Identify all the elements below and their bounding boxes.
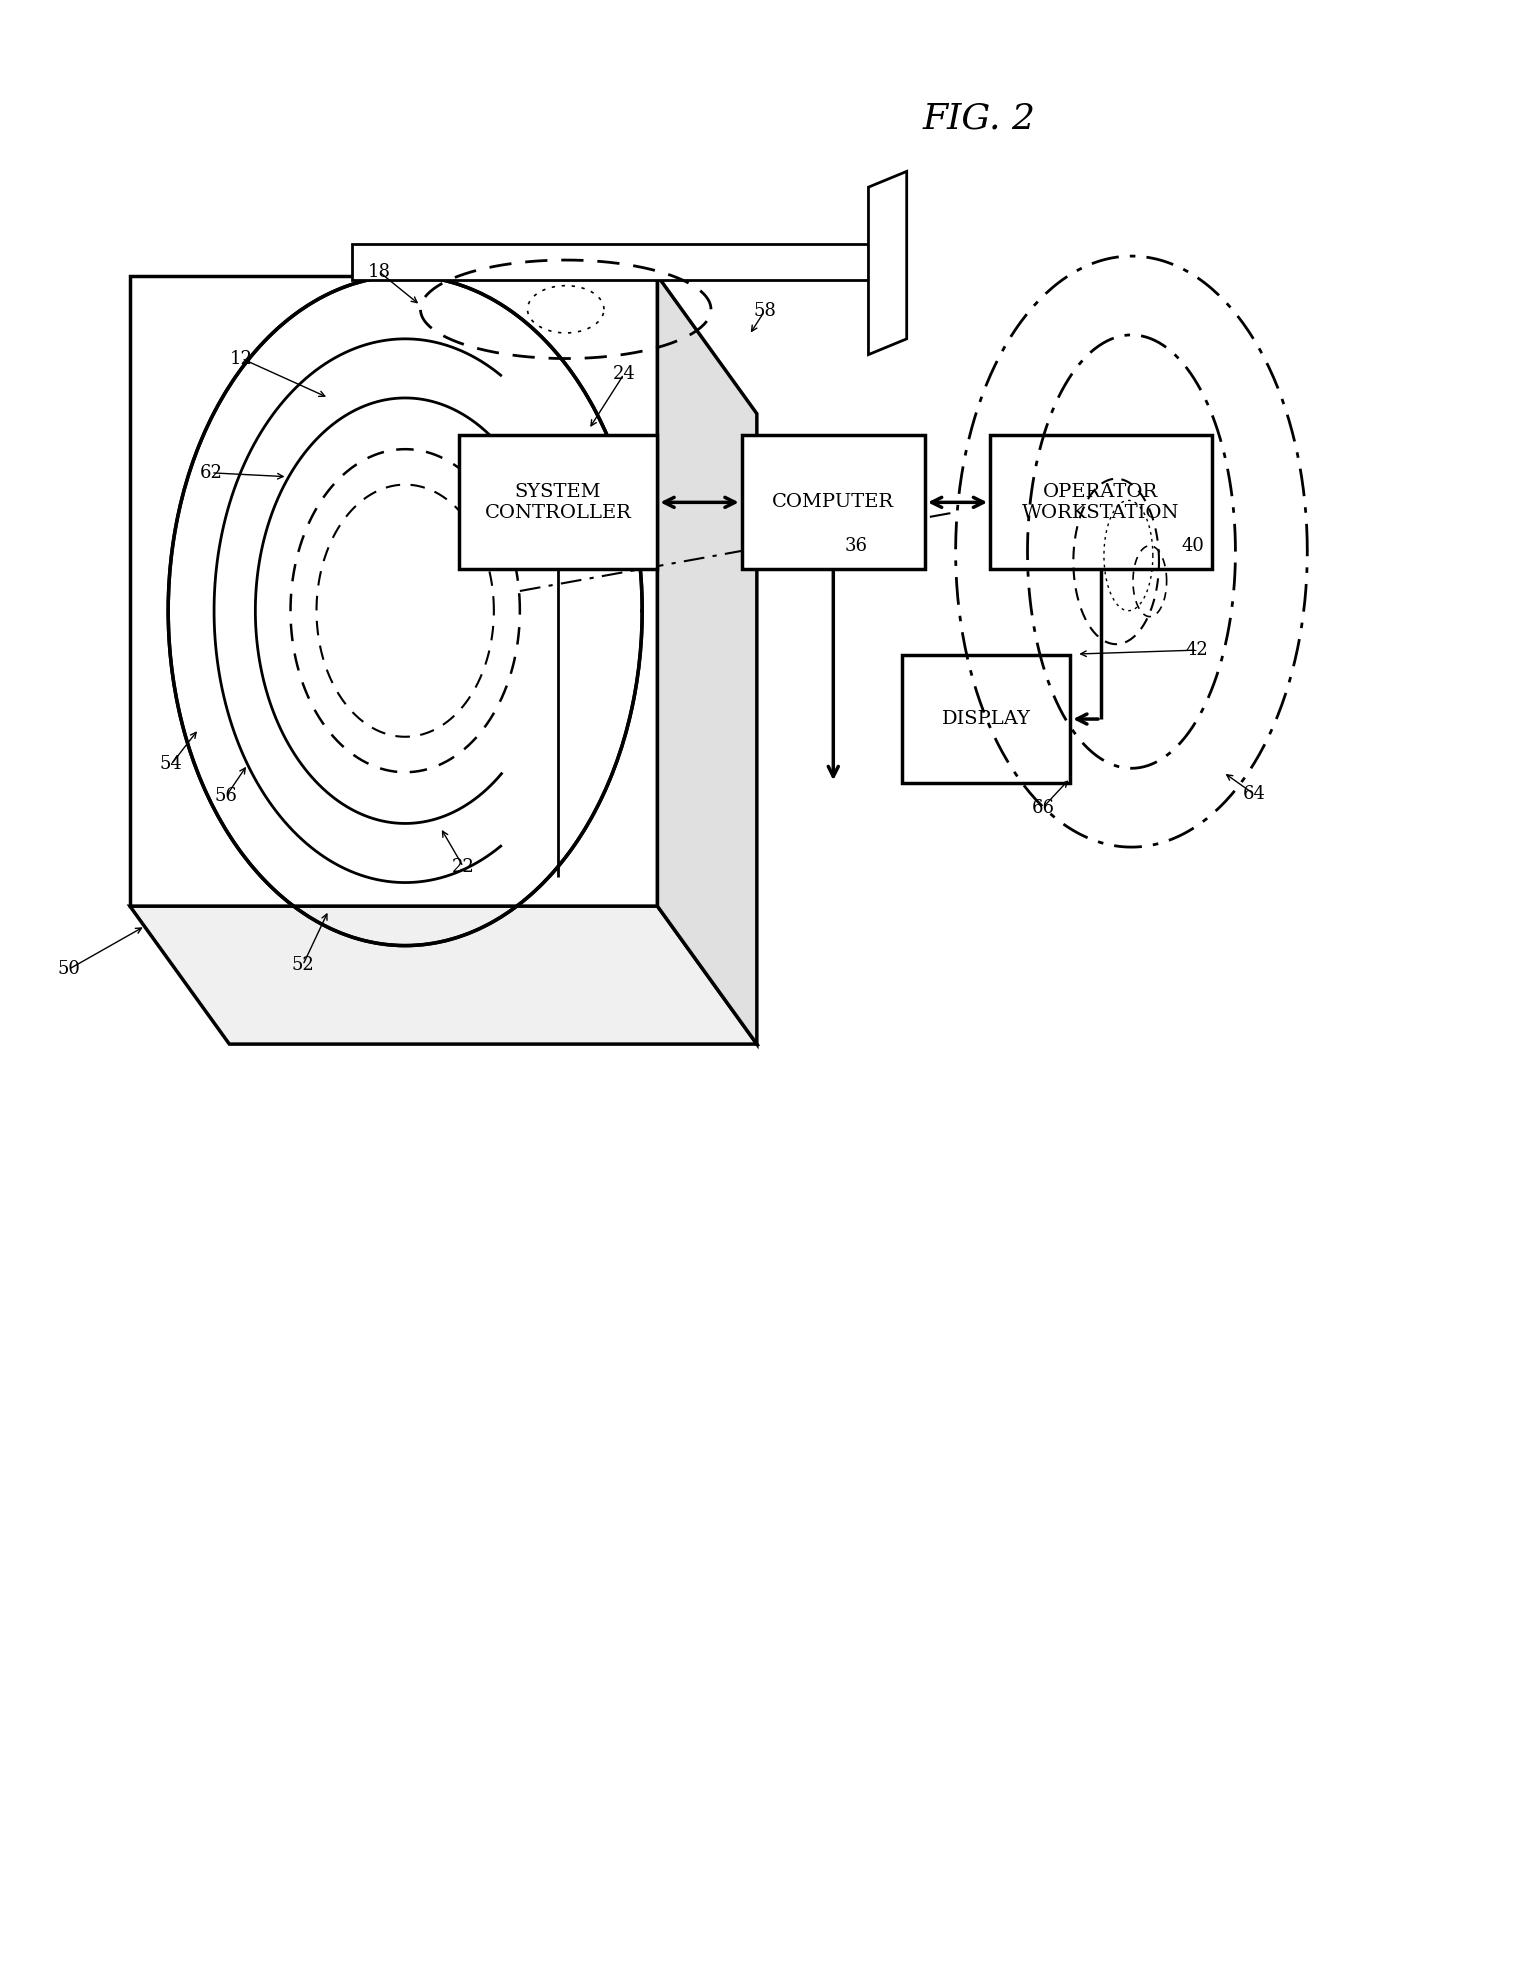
- Text: 66: 66: [1031, 798, 1055, 818]
- Text: SYSTEM
CONTROLLER: SYSTEM CONTROLLER: [485, 483, 631, 522]
- Text: 56: 56: [216, 786, 237, 806]
- FancyBboxPatch shape: [742, 435, 925, 569]
- Text: 36: 36: [844, 536, 868, 556]
- Text: 62: 62: [200, 463, 222, 483]
- Text: COMPUTER: COMPUTER: [772, 492, 894, 512]
- Polygon shape: [868, 171, 907, 355]
- Text: 18: 18: [367, 262, 391, 282]
- Text: 24: 24: [613, 364, 635, 384]
- FancyBboxPatch shape: [902, 654, 1070, 782]
- Text: 64: 64: [1243, 784, 1264, 804]
- Text: FIG. 2: FIG. 2: [922, 100, 1035, 136]
- Text: 50: 50: [58, 959, 80, 979]
- FancyBboxPatch shape: [991, 435, 1211, 569]
- Text: 58: 58: [754, 301, 775, 321]
- Text: 22: 22: [453, 857, 474, 877]
- Polygon shape: [657, 276, 757, 1044]
- Text: 12: 12: [231, 349, 252, 368]
- Polygon shape: [130, 276, 657, 906]
- Text: OPERATOR
WORKSTATION: OPERATOR WORKSTATION: [1021, 483, 1180, 522]
- Polygon shape: [352, 244, 887, 280]
- Text: DISPLAY: DISPLAY: [942, 709, 1031, 729]
- Polygon shape: [130, 906, 757, 1044]
- Text: 40: 40: [1182, 536, 1203, 556]
- FancyBboxPatch shape: [459, 435, 657, 569]
- Text: 52: 52: [292, 955, 313, 975]
- Text: 42: 42: [1187, 640, 1208, 660]
- Text: 54: 54: [161, 755, 182, 774]
